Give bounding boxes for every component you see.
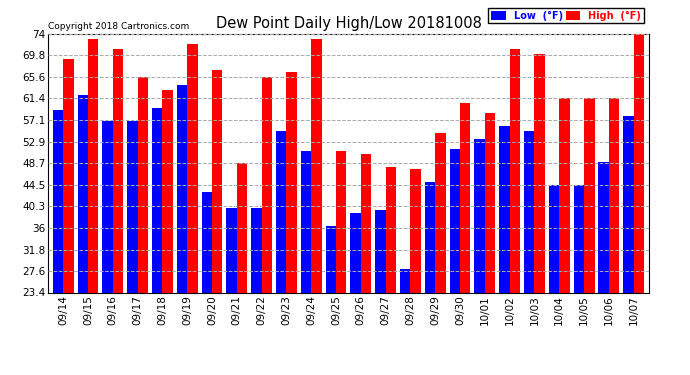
Bar	[510, 49, 520, 375]
Bar	[351, 213, 361, 375]
Bar	[177, 85, 187, 375]
Bar	[623, 116, 633, 375]
Bar	[301, 152, 311, 375]
Bar	[152, 108, 162, 375]
Bar	[63, 59, 74, 375]
Bar	[212, 69, 222, 375]
Bar	[326, 225, 336, 375]
Bar	[375, 210, 386, 375]
Bar	[262, 77, 272, 375]
Bar	[475, 139, 485, 375]
Bar	[435, 134, 446, 375]
Bar	[584, 98, 595, 375]
Bar	[162, 90, 172, 375]
Bar	[400, 269, 411, 375]
Bar	[500, 126, 510, 375]
Title: Dew Point Daily High/Low 20181008: Dew Point Daily High/Low 20181008	[215, 16, 482, 31]
Text: Copyright 2018 Cartronics.com: Copyright 2018 Cartronics.com	[48, 22, 190, 31]
Bar	[187, 44, 197, 375]
Bar	[411, 169, 421, 375]
Bar	[127, 121, 137, 375]
Bar	[560, 98, 570, 375]
Bar	[361, 154, 371, 375]
Bar	[485, 113, 495, 375]
Bar	[226, 208, 237, 375]
Bar	[598, 162, 609, 375]
Bar	[549, 184, 560, 375]
Bar	[609, 98, 620, 375]
Bar	[286, 72, 297, 375]
Bar	[201, 192, 212, 375]
Bar	[112, 49, 124, 375]
Bar	[237, 163, 247, 375]
Bar	[88, 39, 99, 375]
Bar	[276, 131, 286, 375]
Bar	[137, 77, 148, 375]
Bar	[251, 208, 262, 375]
Bar	[460, 103, 471, 375]
Bar	[102, 121, 112, 375]
Bar	[77, 95, 88, 375]
Bar	[386, 167, 396, 375]
Bar	[524, 131, 535, 375]
Bar	[52, 111, 63, 375]
Bar	[336, 152, 346, 375]
Bar	[633, 34, 644, 375]
Bar	[573, 184, 584, 375]
Legend: Low  (°F), High  (°F): Low (°F), High (°F)	[489, 8, 644, 24]
Bar	[450, 149, 460, 375]
Bar	[425, 182, 435, 375]
Bar	[535, 54, 545, 375]
Bar	[311, 39, 322, 375]
